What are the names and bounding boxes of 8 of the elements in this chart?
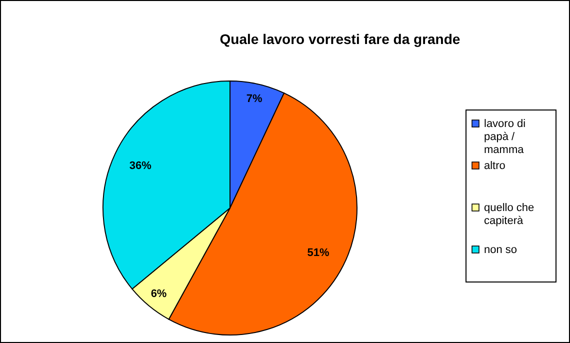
legend-label: quello che capiterà (484, 202, 534, 227)
data-label: 51% (307, 246, 330, 259)
data-label: 6% (150, 288, 167, 300)
data-label: 36% (129, 160, 152, 172)
chart-title: Quale lavoro vorresti fare da grande (220, 31, 460, 47)
legend-label: non so (484, 244, 518, 256)
legend-label: altro (484, 160, 506, 172)
data-label: 7% (246, 92, 263, 105)
